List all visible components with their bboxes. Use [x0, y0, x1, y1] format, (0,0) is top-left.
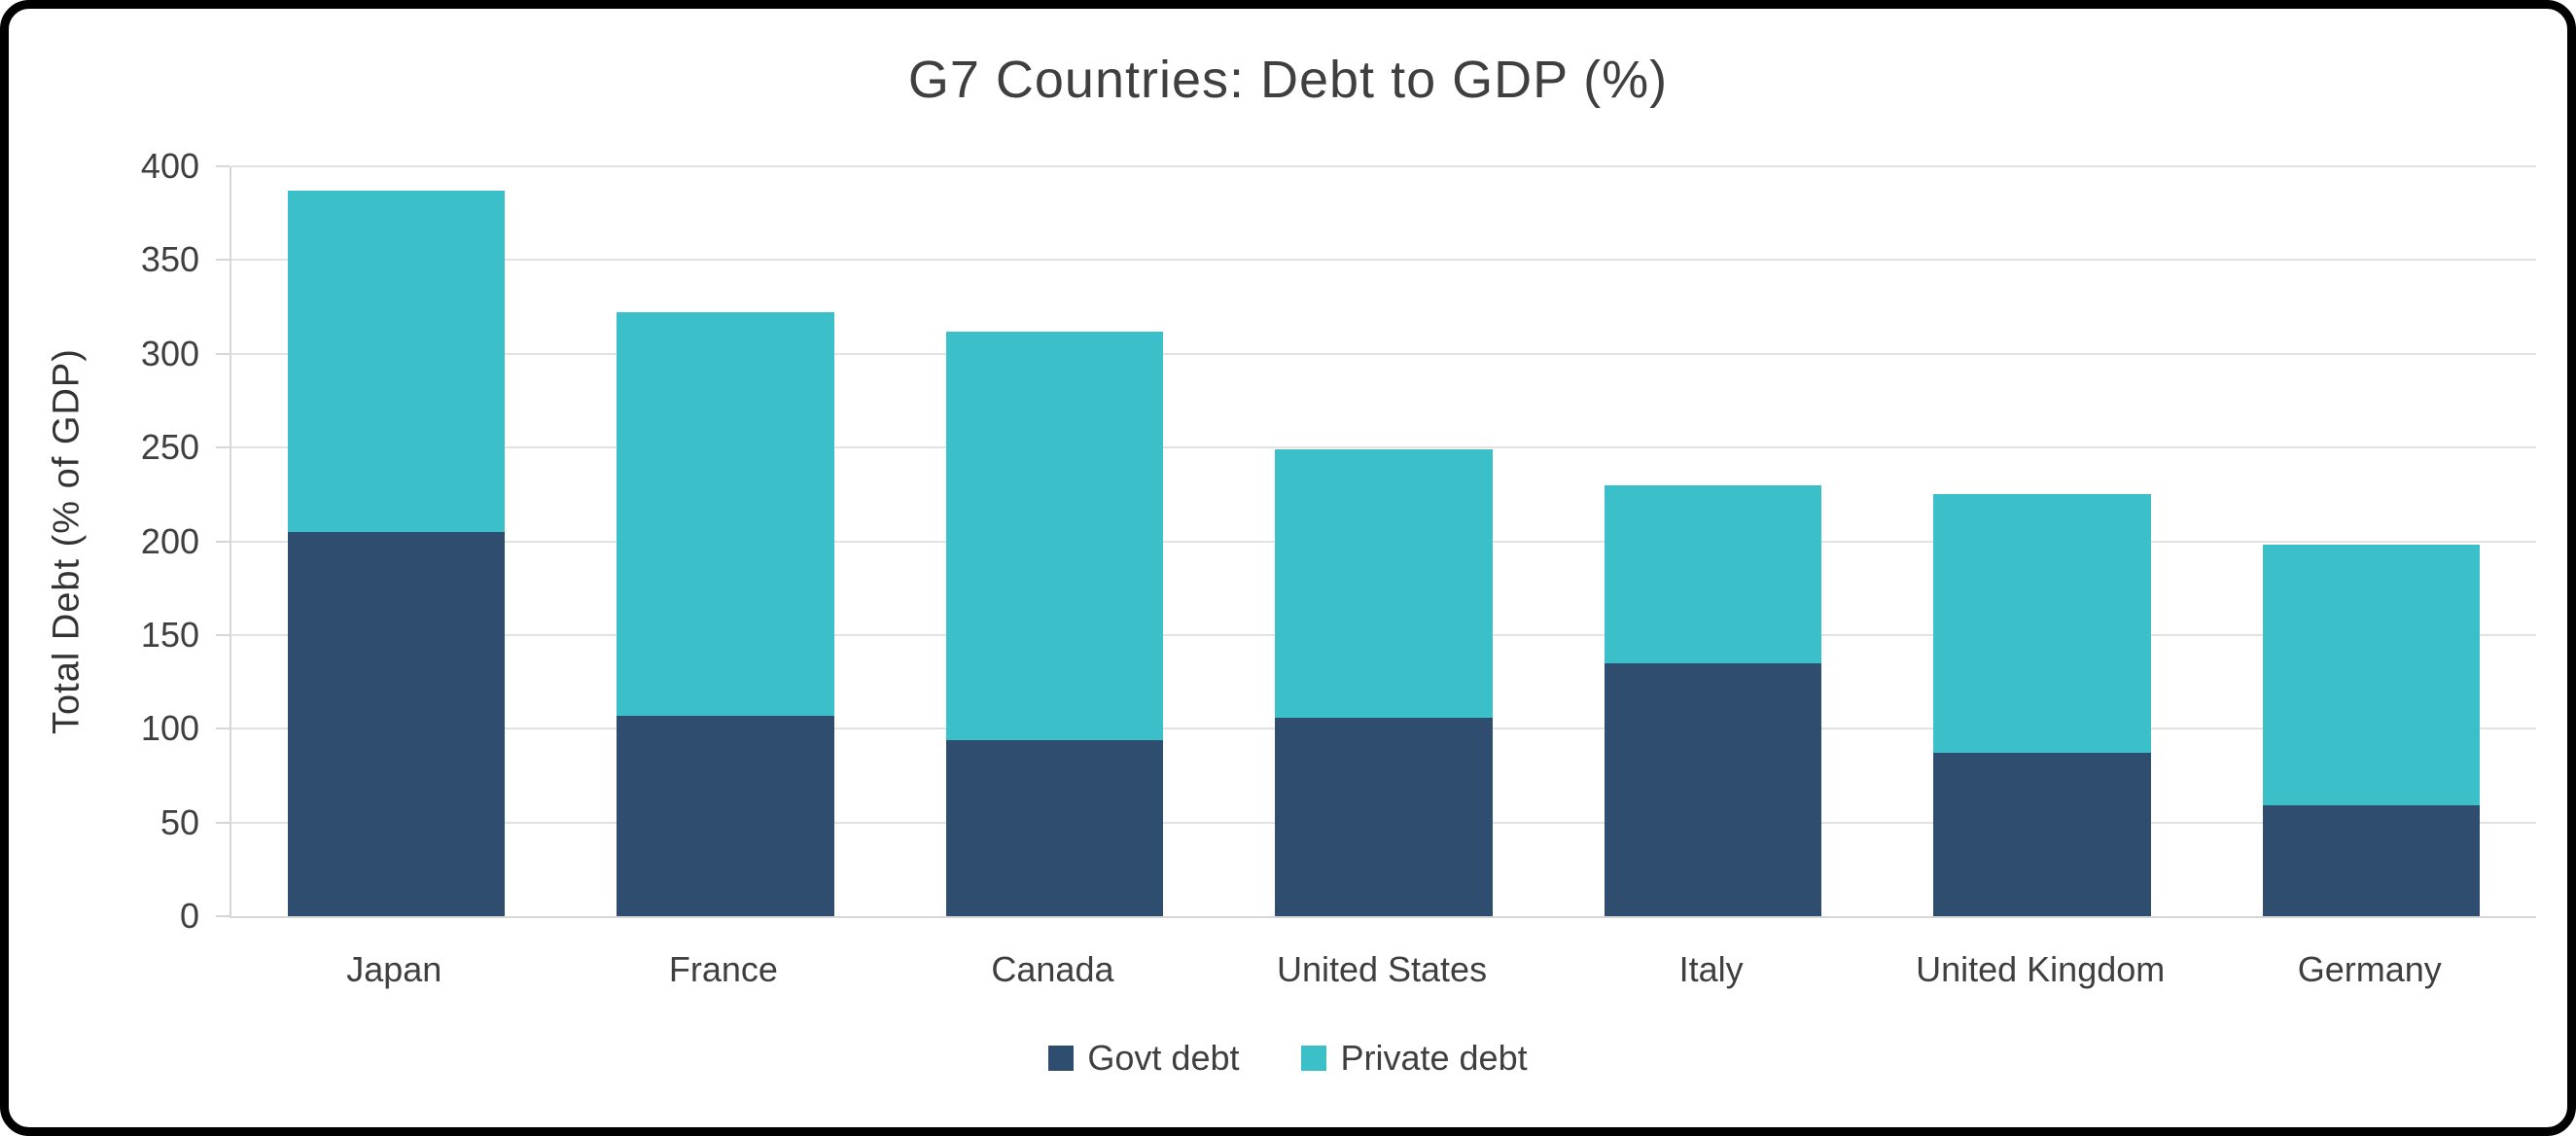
legend-item-private-debt: Private debt	[1301, 1038, 1528, 1079]
y-axis-tickmark	[216, 540, 229, 543]
legend: Govt debt Private debt	[9, 1038, 2567, 1079]
bar-slot-italy	[1548, 166, 1878, 916]
bar-united-kingdom	[1933, 166, 2151, 916]
y-axis-tickmark	[216, 915, 229, 917]
gridline	[231, 352, 2536, 355]
segment-govt-debt-united-kingdom	[1933, 753, 2151, 916]
bar-columns	[231, 166, 2536, 916]
x-category-label-france: France	[668, 949, 778, 989]
bar-slot-germany	[2206, 166, 2536, 916]
bar-slot-canada	[890, 166, 1219, 916]
segment-govt-debt-france	[617, 715, 834, 916]
legend-label-private-debt: Private debt	[1340, 1038, 1528, 1078]
bar-germany	[2263, 166, 2481, 916]
legend-swatch-govt-debt	[1048, 1046, 1075, 1071]
bar-france	[617, 166, 834, 916]
y-tick-label: 200	[140, 520, 199, 561]
segment-govt-debt-germany	[2263, 805, 2481, 916]
segment-private-debt-canada	[945, 331, 1164, 740]
y-tick-label: 400	[140, 146, 199, 186]
y-tick-label: 50	[159, 801, 199, 842]
x-category-label-germany: Germany	[2297, 949, 2442, 989]
plot-area	[216, 165, 2536, 918]
y-tick-label: 300	[140, 333, 199, 373]
x-category-label-japan: Japan	[346, 949, 442, 989]
segment-govt-debt-united-states	[1275, 717, 1493, 916]
bar-canada	[945, 166, 1164, 916]
x-category-label-united-kingdom: United Kingdom	[1916, 949, 2166, 989]
bar-japan	[287, 166, 506, 916]
x-category-label-canada: Canada	[991, 949, 1114, 989]
segment-govt-debt-canada	[945, 739, 1164, 916]
y-axis-tickmark	[216, 259, 229, 262]
y-tick-label: 250	[140, 427, 199, 468]
bar-italy	[1604, 166, 1822, 916]
gridline	[231, 259, 2536, 262]
gridline	[231, 446, 2536, 449]
y-axis-tickmark	[216, 728, 229, 730]
y-axis-tickmark	[216, 165, 229, 167]
x-category-label-united-states: United States	[1276, 949, 1488, 989]
segment-govt-debt-japan	[287, 531, 506, 916]
segment-private-debt-italy	[1604, 484, 1822, 663]
segment-private-debt-germany	[2263, 545, 2481, 806]
bar-slot-united-states	[1219, 166, 1549, 916]
segment-private-debt-france	[617, 312, 834, 716]
chart-title: G7 Countries: Debt to GDP (%)	[907, 51, 1669, 109]
x-category-label-italy: Italy	[1678, 949, 1744, 989]
y-tick-label: 0	[179, 896, 199, 936]
y-axis-tickmark	[216, 633, 229, 636]
bar-slot-japan	[231, 166, 561, 916]
legend-item-govt-debt: Govt debt	[1048, 1038, 1239, 1079]
y-tick-label: 350	[140, 239, 199, 280]
legend-swatch-private-debt	[1301, 1046, 1327, 1071]
x-axis-labels: Japan France Canada United States Italy Unite…	[229, 924, 2534, 990]
y-tick-label: 150	[140, 614, 199, 655]
legend-label-govt-debt: Govt debt	[1087, 1038, 1240, 1078]
segment-private-debt-united-states	[1275, 449, 1493, 718]
y-axis-tickmark	[216, 352, 229, 355]
gridline	[231, 165, 2536, 167]
bar-slot-france	[561, 166, 891, 916]
segment-govt-debt-italy	[1604, 662, 1822, 916]
y-axis-ticks: 0 50 100 150 200 250 300 350 400	[98, 146, 213, 936]
y-axis-tickmark	[216, 446, 229, 449]
bar-slot-united-kingdom	[1878, 166, 2207, 916]
bar-united-states	[1275, 166, 1493, 916]
segment-private-debt-japan	[287, 191, 506, 532]
segment-private-debt-united-kingdom	[1933, 494, 2151, 754]
y-tick-label: 100	[140, 708, 199, 749]
y-axis-tickmark	[216, 821, 229, 824]
y-axis-label: Total Debt (% of GDP)	[46, 348, 88, 734]
